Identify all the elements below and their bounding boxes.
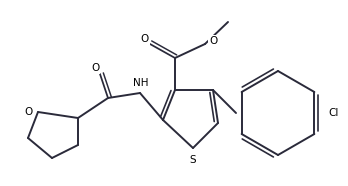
Text: O: O xyxy=(209,36,217,46)
Text: S: S xyxy=(190,155,196,165)
Text: O: O xyxy=(24,107,32,117)
Text: Cl: Cl xyxy=(328,108,338,118)
Text: NH: NH xyxy=(133,78,149,88)
Text: O: O xyxy=(91,63,99,73)
Text: O: O xyxy=(141,34,149,44)
